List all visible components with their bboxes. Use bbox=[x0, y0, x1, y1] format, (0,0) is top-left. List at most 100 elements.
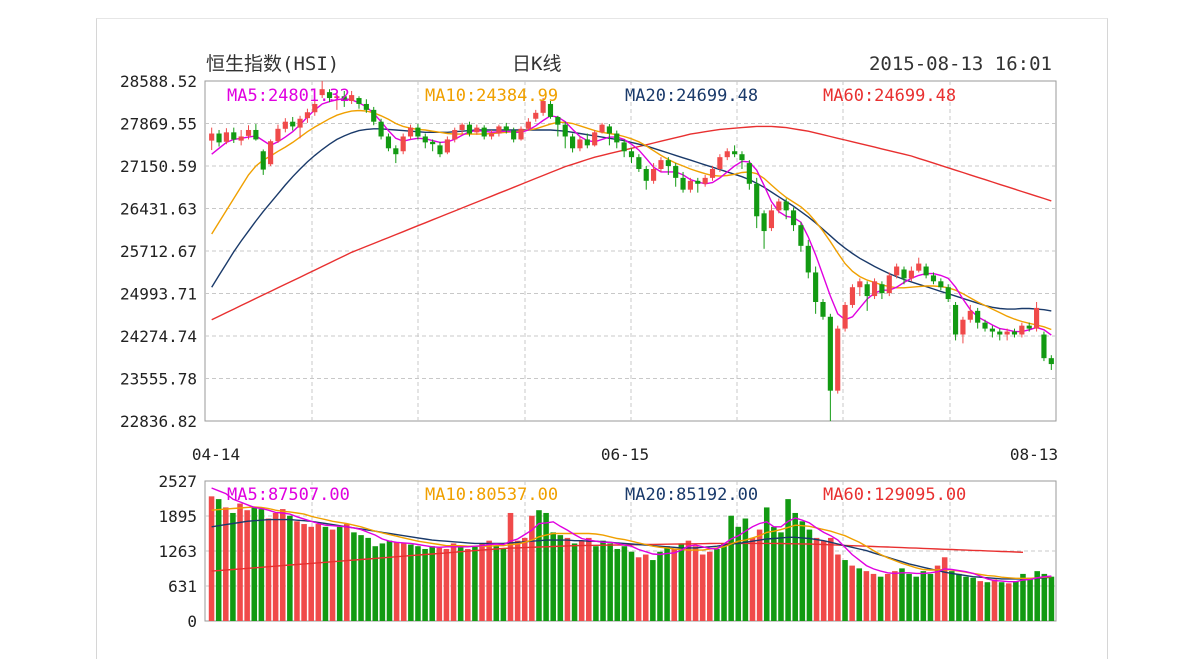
volume-bar bbox=[294, 521, 300, 621]
candle-body bbox=[621, 142, 627, 152]
candle-body bbox=[555, 116, 561, 125]
candle-body bbox=[326, 92, 333, 99]
price-legend-item: MA5:24801.32 bbox=[227, 86, 350, 106]
volume-legend-item: MA60:129095.00 bbox=[823, 485, 966, 505]
volume-bar bbox=[813, 537, 820, 621]
volume-bar bbox=[892, 571, 898, 621]
volume-bar bbox=[443, 548, 450, 621]
volume-bar bbox=[351, 532, 357, 621]
volume-bar bbox=[379, 543, 386, 621]
volume-bar bbox=[735, 526, 742, 621]
volume-bar bbox=[685, 540, 692, 621]
price-x-axis: 04-14 06-15 08-13 bbox=[192, 445, 1058, 464]
volume-y-tick: 1263 bbox=[158, 542, 197, 561]
price-ma10-line bbox=[211, 109, 1052, 331]
volume-bar bbox=[436, 547, 443, 621]
volume-bar bbox=[835, 554, 841, 621]
candle-body bbox=[709, 168, 716, 178]
candle-body bbox=[798, 225, 804, 246]
volume-bar bbox=[529, 515, 535, 621]
volume-bar bbox=[870, 573, 877, 621]
volume-bar bbox=[934, 565, 941, 621]
volume-bar bbox=[749, 537, 756, 621]
candle-body bbox=[732, 151, 738, 155]
volume-bar bbox=[272, 512, 279, 621]
candle-body bbox=[997, 331, 1003, 335]
candle-body bbox=[584, 139, 590, 146]
volume-bar bbox=[550, 532, 556, 621]
volume-bar bbox=[422, 548, 428, 621]
volume-bar bbox=[265, 518, 272, 621]
volume-bar bbox=[707, 551, 713, 621]
price-y-tick: 23555.78 bbox=[120, 370, 197, 389]
candle-body bbox=[511, 130, 517, 140]
candle-body bbox=[651, 168, 657, 181]
volume-bar bbox=[756, 529, 763, 621]
candle-body bbox=[982, 322, 988, 329]
candle-body bbox=[687, 180, 693, 190]
candle-body bbox=[739, 154, 745, 161]
volume-bar bbox=[450, 543, 457, 621]
candle-body bbox=[1019, 325, 1025, 335]
candle-body bbox=[952, 304, 959, 335]
volume-bar bbox=[721, 543, 727, 621]
volume-bar bbox=[415, 546, 421, 621]
volume-bar bbox=[621, 546, 628, 621]
candle-body bbox=[349, 95, 355, 102]
candle-body bbox=[562, 124, 568, 137]
price-y-tick: 26431.63 bbox=[120, 200, 197, 219]
candle-body bbox=[570, 136, 576, 149]
price-y-axis: 28588.52 27869.55 27150.59 26431.63 25712.67… bbox=[120, 72, 197, 431]
candle-body bbox=[385, 136, 392, 149]
volume-bar bbox=[521, 537, 528, 621]
volume-bar bbox=[899, 568, 905, 621]
volume-bar bbox=[678, 543, 685, 621]
candle-body bbox=[658, 160, 664, 169]
candle-body bbox=[628, 151, 635, 158]
volume-bar bbox=[842, 560, 848, 621]
candle-body bbox=[945, 287, 951, 300]
candle-body bbox=[466, 124, 473, 134]
candle-body bbox=[1011, 331, 1018, 335]
volume-bar bbox=[244, 510, 250, 621]
volume-bar bbox=[386, 540, 393, 621]
price-x-tick: 06-15 bbox=[601, 445, 649, 464]
volume-bar bbox=[906, 573, 912, 621]
volume-bar bbox=[970, 577, 976, 621]
volume-bar bbox=[372, 546, 379, 621]
price-y-tick: 28588.52 bbox=[120, 72, 197, 91]
candle-body bbox=[746, 163, 752, 184]
candle-body bbox=[849, 287, 856, 305]
price-ma60-line bbox=[211, 125, 1052, 321]
volume-bar bbox=[493, 546, 500, 621]
candle-body bbox=[275, 128, 281, 142]
candle-body bbox=[481, 127, 487, 137]
candle-body bbox=[393, 148, 399, 155]
volume-bar bbox=[628, 551, 635, 621]
volume-bar bbox=[571, 543, 578, 621]
volume-bar bbox=[984, 582, 991, 621]
candle-body bbox=[857, 281, 863, 288]
volume-bar bbox=[1034, 571, 1040, 621]
volume-bar bbox=[223, 507, 229, 621]
volume-bar bbox=[863, 571, 870, 621]
candle-body bbox=[783, 201, 789, 211]
volume-bar bbox=[336, 526, 343, 621]
candle-body bbox=[754, 183, 760, 217]
volume-y-tick: 0 bbox=[187, 612, 197, 631]
volume-y-axis: 2527 1895 1263 631 0 bbox=[158, 472, 197, 631]
volume-bar bbox=[287, 515, 293, 621]
volume-bar bbox=[230, 512, 236, 621]
volume-bar bbox=[877, 576, 884, 621]
candle-body bbox=[916, 263, 922, 271]
volume-bar bbox=[664, 546, 670, 621]
volume-bar bbox=[486, 540, 492, 621]
candle-body bbox=[290, 121, 296, 127]
volume-bar bbox=[941, 557, 948, 621]
volume-bar bbox=[607, 543, 613, 621]
volume-bar bbox=[763, 507, 770, 621]
candle-body bbox=[371, 109, 377, 122]
volume-bar bbox=[927, 573, 934, 621]
volume-bar bbox=[913, 576, 919, 621]
volume-bar bbox=[208, 496, 215, 621]
